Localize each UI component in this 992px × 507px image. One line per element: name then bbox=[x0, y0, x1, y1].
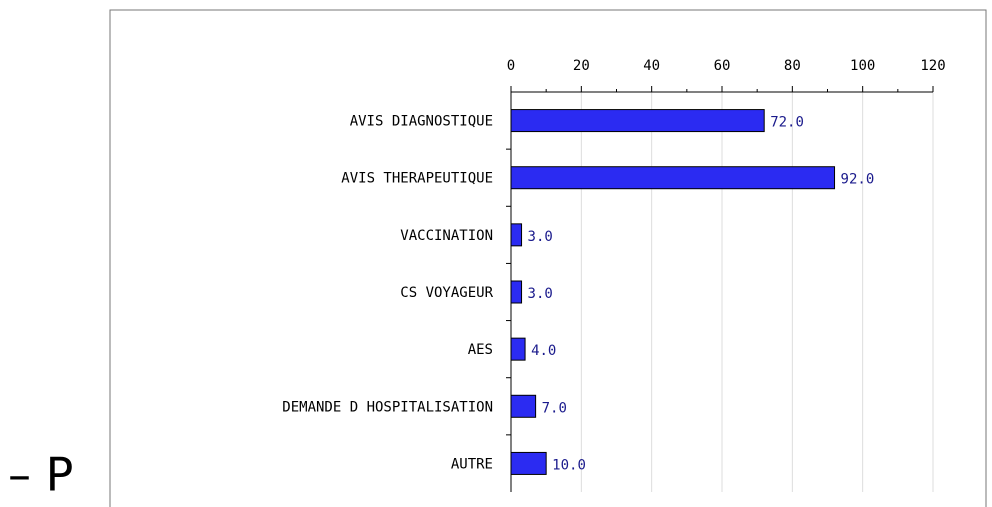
x-tick-label: 60 bbox=[714, 58, 731, 74]
x-tick-label: 80 bbox=[784, 58, 801, 74]
value-label: 72.0 bbox=[770, 115, 804, 131]
y-tick-label: CS VOYAGEUR bbox=[400, 285, 493, 301]
bar bbox=[510, 451, 547, 475]
x-tick-label: 120 bbox=[920, 58, 945, 74]
y-tick-label: DEMANDE D HOSPITALISATION bbox=[282, 399, 493, 415]
chart-frame bbox=[109, 9, 987, 507]
bar bbox=[510, 394, 537, 418]
y-tick-label: AVIS DIAGNOSTIQUE bbox=[350, 114, 493, 130]
value-label: 7.0 bbox=[542, 400, 567, 416]
y-tick-label: VACCINATION bbox=[400, 228, 493, 244]
bar bbox=[510, 280, 523, 304]
value-label: 10.0 bbox=[552, 457, 586, 473]
y-tick-label: AUTRE bbox=[451, 456, 493, 472]
x-tick-label: 40 bbox=[643, 58, 660, 74]
value-label: 3.0 bbox=[528, 286, 553, 302]
bar bbox=[510, 337, 526, 361]
bar bbox=[510, 223, 523, 247]
x-tick-label: 20 bbox=[573, 58, 590, 74]
value-label: 4.0 bbox=[531, 343, 556, 359]
bar bbox=[510, 109, 765, 133]
caption: – P bbox=[8, 448, 73, 502]
value-label: 3.0 bbox=[528, 229, 553, 245]
value-label: 92.0 bbox=[841, 172, 875, 188]
x-tick-label: 100 bbox=[850, 58, 875, 74]
y-tick-label: AVIS THERAPEUTIQUE bbox=[341, 171, 493, 187]
chart: 0 20 40 60 80 100 120 AVIS DIAGNOSTIQUE 72.0 AVIS… bbox=[282, 58, 946, 492]
x-tick-label: 0 bbox=[507, 58, 515, 74]
bar bbox=[510, 166, 836, 190]
y-tick-label: AES bbox=[468, 342, 493, 358]
